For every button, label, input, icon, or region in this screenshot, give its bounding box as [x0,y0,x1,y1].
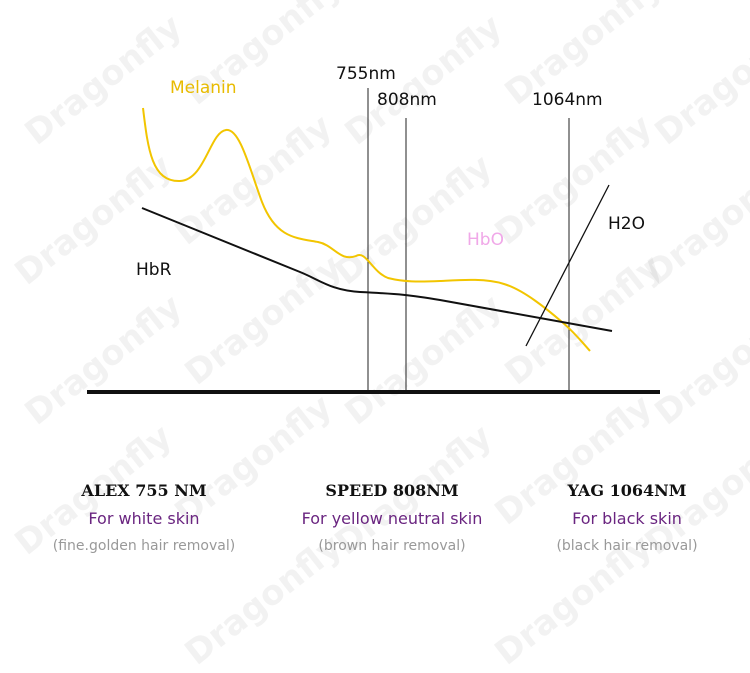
label-hbr: HbR [136,260,172,280]
label-h2o: H2O [608,214,645,234]
laser-hair: (black hair removal) [556,538,698,554]
hbr-curve [141,207,613,332]
label-hbo: HbO [467,230,504,250]
laser-hair: (fine.golden hair removal) [52,538,236,554]
laser-alex: ALEX 755 NM For white skin (fine.golden … [14,478,274,558]
laser-skin: For white skin [88,509,200,528]
label-1064nm: 1064nm [532,90,603,110]
laser-skin: For yellow neutral skin [301,509,483,528]
label-melanin: Melanin [170,78,237,98]
laser-speed: SPEED 808NM For yellow neutral skin (bro… [262,478,522,558]
laser-yag: YAG 1064NM For black skin (black hair re… [497,478,750,558]
h2o-line [525,184,610,347]
label-755nm: 755nm [336,64,396,84]
laser-hair: (brown hair removal) [318,538,466,554]
laser-name: SPEED 808NM [325,481,459,500]
absorption-diagram: 755nm 808nm 1064nm Melanin HbO HbR H2O [87,64,660,394]
label-808nm: 808nm [377,90,437,110]
laser-name: ALEX 755 NM [81,481,207,500]
melanin-curve [142,107,591,352]
laser-skin: For black skin [572,509,682,528]
laser-name: YAG 1064NM [567,481,687,500]
